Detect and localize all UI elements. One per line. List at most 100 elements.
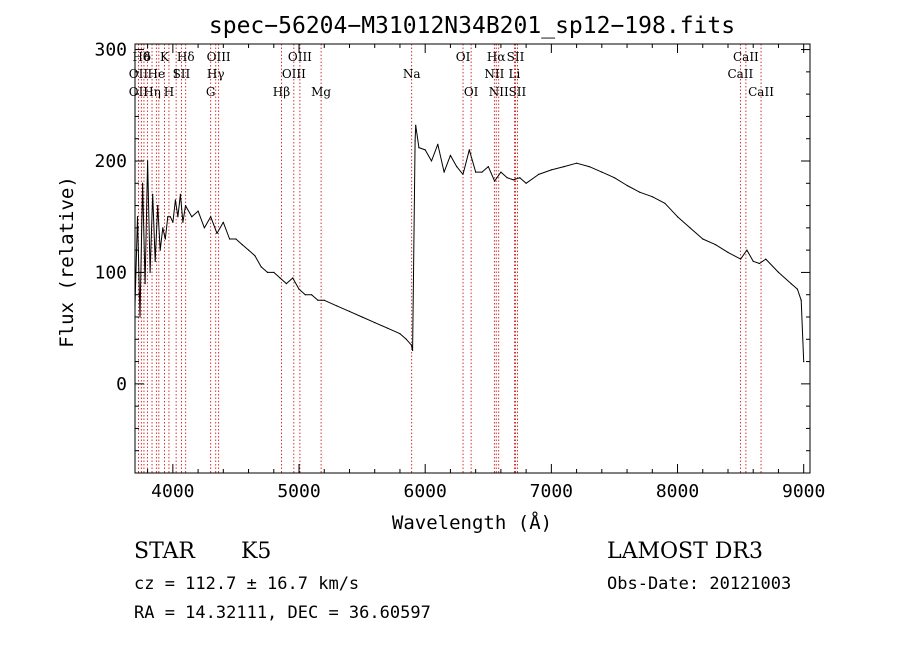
flux-point <box>475 171 477 173</box>
flux-point <box>500 171 502 173</box>
flux-point <box>157 205 159 207</box>
flux-point <box>740 258 742 260</box>
flux-point <box>182 221 184 223</box>
line-label: K <box>160 50 170 64</box>
flux-point <box>758 262 761 265</box>
x-tick-label: 5000 <box>277 481 320 502</box>
flux-point <box>752 260 754 262</box>
observation-date: Obs-Date: 20121003 <box>607 574 792 594</box>
y-axis-label: Flux (relative) <box>56 176 78 348</box>
line-label: He <box>148 67 166 81</box>
line-label: Hθ <box>132 50 150 64</box>
flux-point <box>746 249 748 251</box>
flux-point <box>139 316 141 318</box>
flux-point <box>430 160 433 162</box>
flux-point <box>588 166 590 168</box>
flux-point <box>279 277 281 279</box>
flux-point <box>626 184 628 187</box>
flux-point <box>136 216 139 218</box>
flux-point <box>197 210 199 212</box>
flux-point <box>800 299 802 301</box>
flux-point <box>601 171 603 173</box>
flux-point <box>216 232 218 234</box>
flux-point <box>412 349 414 351</box>
flux-point <box>273 271 275 273</box>
line-label: I <box>174 67 179 81</box>
x-tick-label: 7000 <box>530 481 573 502</box>
flux-point <box>481 171 483 173</box>
flux-point <box>142 182 144 184</box>
flux-point <box>639 191 641 193</box>
y-tick-label: 100 <box>94 262 127 283</box>
flux-point <box>386 327 388 329</box>
spectral-line-markers <box>138 44 762 473</box>
flux-point <box>260 266 262 268</box>
flux-point <box>311 294 313 296</box>
flux-point <box>563 166 565 168</box>
flux-point <box>538 173 540 175</box>
flux-point <box>519 177 521 179</box>
line-label: CaII <box>748 85 774 99</box>
flux-point <box>184 205 187 207</box>
flux-point <box>796 288 799 290</box>
flux-point <box>399 333 401 335</box>
flux-point <box>241 244 243 246</box>
flux-point <box>664 202 666 204</box>
flux-point <box>191 216 193 218</box>
redshift-cz: cz = 112.7 ± 16.7 km/s <box>134 574 360 594</box>
flux-point <box>506 177 508 179</box>
flux-point <box>169 216 171 218</box>
flux-point <box>174 199 176 201</box>
flux-point <box>689 227 691 229</box>
flux-point <box>149 271 151 273</box>
flux-point <box>443 171 445 173</box>
line-label: δ <box>144 50 151 64</box>
y-tick-label: 0 <box>116 374 127 395</box>
x-axis: 4000 5000 6000 7000 8000 9000 <box>147 44 825 502</box>
flux-point <box>285 283 287 285</box>
line-label: Mg <box>311 85 331 99</box>
flux-point <box>613 177 616 179</box>
line-label: SII <box>507 50 525 64</box>
flux-point <box>714 244 717 246</box>
flux-point <box>487 166 489 168</box>
spectral-line-labels: OIIOIIHθδHηHeKHISIIHδGHγOIIIHβOIIIOIIIMg… <box>129 50 774 99</box>
line-label: NII <box>489 85 509 99</box>
flux-point <box>405 338 407 340</box>
flux-point <box>317 299 319 301</box>
x-tick-label: 4000 <box>151 481 194 502</box>
flux-point <box>292 277 294 279</box>
survey-name: LAMOST DR3 <box>607 539 763 564</box>
flux-point <box>222 221 224 223</box>
flux-point <box>266 271 269 273</box>
line-label: G <box>206 85 216 99</box>
x-axis-label: Wavelength (Å) <box>392 511 552 534</box>
flux-point <box>167 216 169 218</box>
y-tick-label: 300 <box>94 40 127 61</box>
flux-point <box>414 140 416 142</box>
flux-point <box>154 260 156 262</box>
flux-point <box>765 258 767 260</box>
flux-point <box>179 193 181 195</box>
flux-point <box>254 255 256 257</box>
flux-point <box>494 180 496 182</box>
flux-point <box>550 169 553 171</box>
line-label: OIII <box>282 67 306 81</box>
flux-point <box>410 344 412 346</box>
line-label: Hβ <box>273 85 290 99</box>
flux-point <box>298 288 300 290</box>
line-label: OIII <box>207 50 231 64</box>
flux-point <box>147 160 149 162</box>
x-tick-label: 9000 <box>782 481 825 502</box>
line-label: OII <box>129 67 149 81</box>
line-label: OI <box>464 85 479 99</box>
line-label: Hη <box>143 85 161 99</box>
flux-point <box>210 216 212 218</box>
chart-title: spec−56204−M31012N34B201_sp12−198.fits <box>209 13 735 39</box>
flux-point <box>415 124 417 126</box>
y-axis: 0 100 200 300 <box>94 40 810 452</box>
flux-point <box>162 227 164 229</box>
x-tick-label: 8000 <box>656 481 699 502</box>
coordinates: RA = 14.32111, DEC = 36.60597 <box>134 603 431 623</box>
